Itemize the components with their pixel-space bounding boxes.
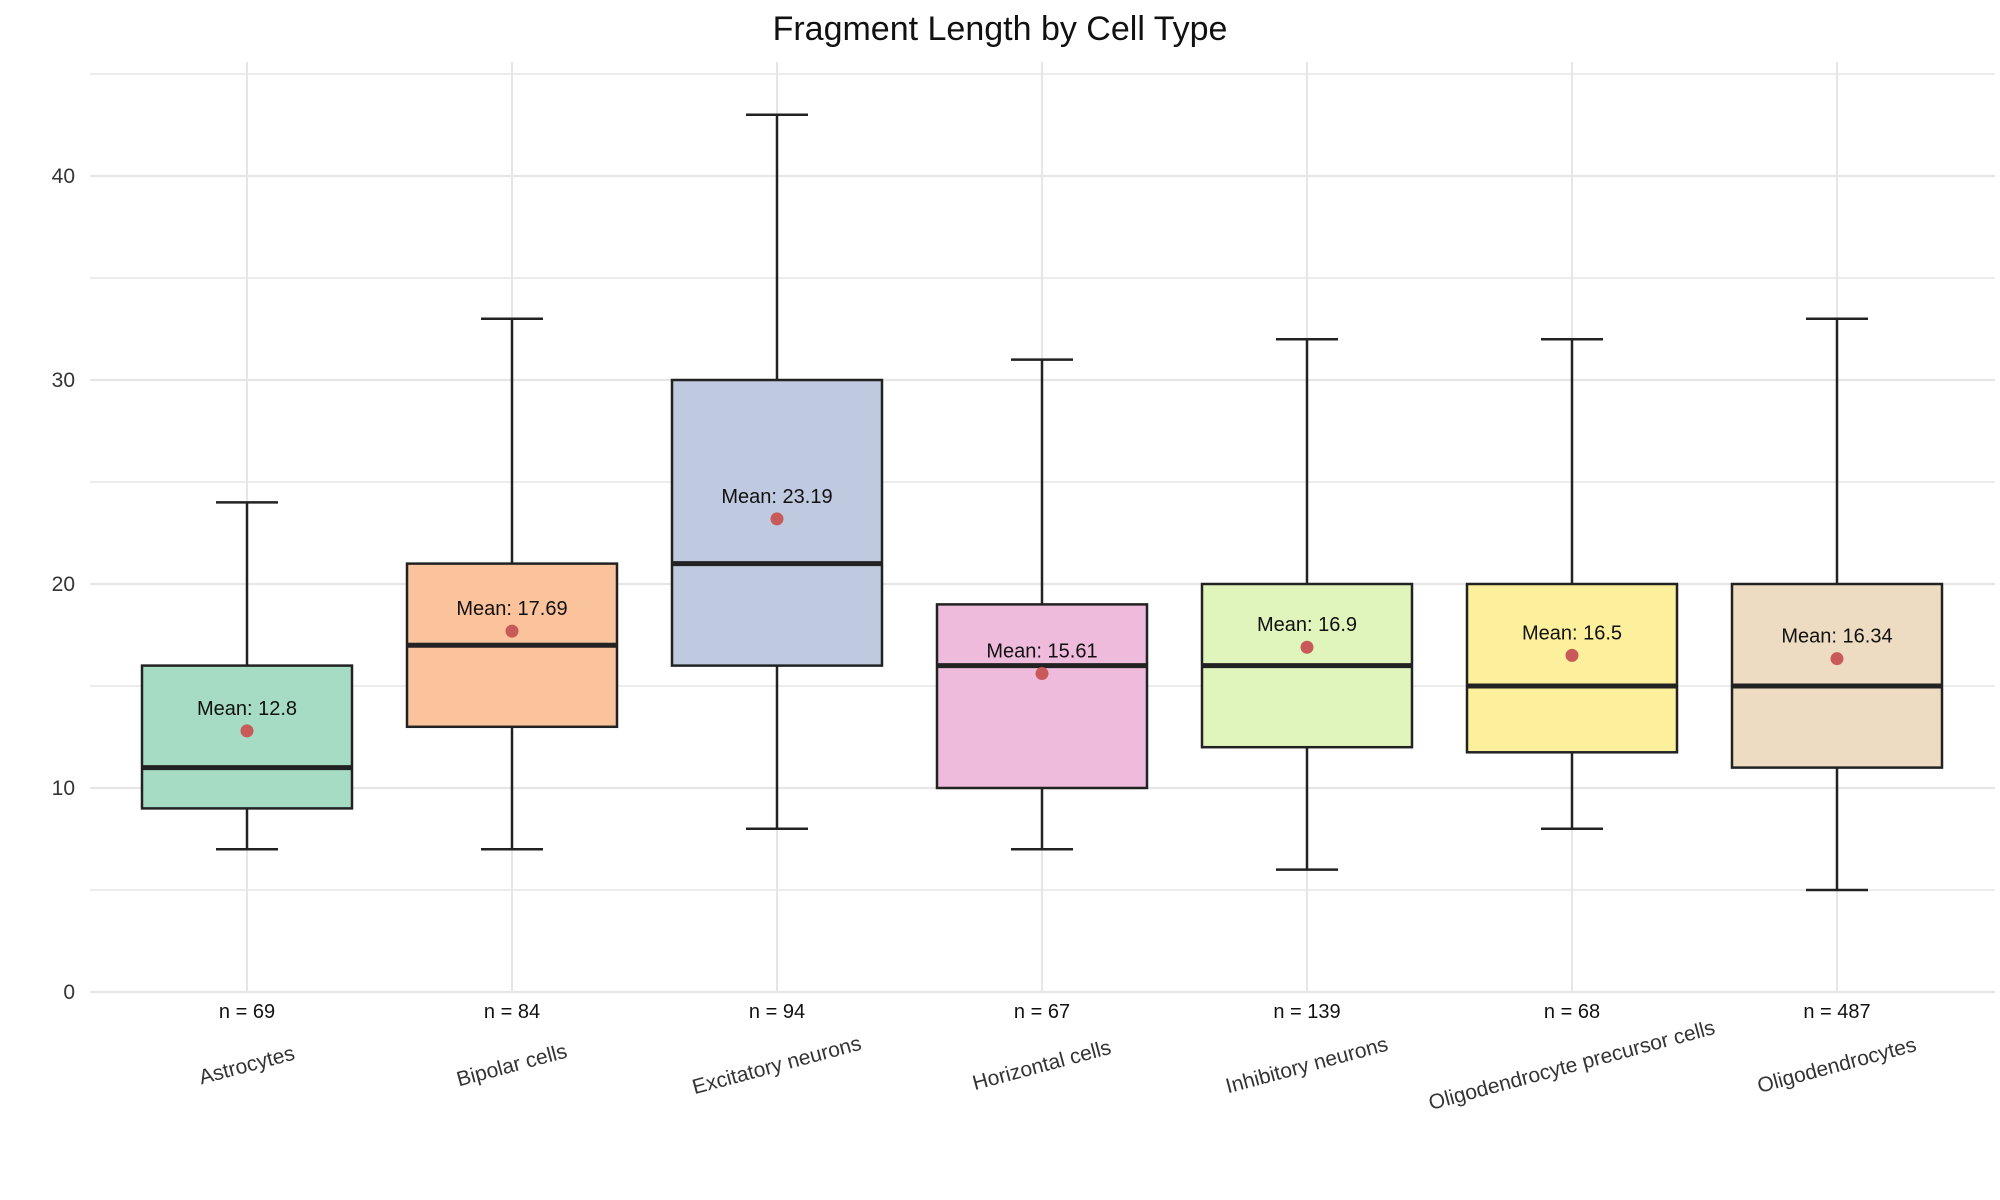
mean-point bbox=[1035, 667, 1049, 681]
n-label: n = 67 bbox=[1014, 1001, 1070, 1023]
mean-point bbox=[1300, 640, 1314, 654]
mean-label: Mean: 15.61 bbox=[986, 641, 1097, 663]
mean-point bbox=[505, 624, 519, 638]
x-tick-label: Oligodendrocyte precursor cells bbox=[1426, 1016, 1717, 1115]
x-tick-label: Bipolar cells bbox=[454, 1040, 569, 1092]
mean-point bbox=[240, 724, 254, 738]
n-label: n = 487 bbox=[1803, 1001, 1870, 1023]
y-tick-label: 20 bbox=[52, 573, 75, 596]
mean-label: Mean: 23.19 bbox=[721, 486, 832, 508]
n-label: n = 69 bbox=[219, 1001, 275, 1023]
iqr-box bbox=[935, 603, 1149, 790]
box-group-oligodendrocytes: Mean: 16.34 bbox=[1730, 317, 1944, 892]
box-group-excitatory-neurons: Mean: 23.19 bbox=[670, 113, 884, 831]
box-group-bipolar-cells: Mean: 17.69 bbox=[405, 317, 619, 851]
n-label: n = 139 bbox=[1273, 1001, 1340, 1023]
mean-label: Mean: 16.5 bbox=[1522, 622, 1622, 644]
y-tick-label: 0 bbox=[63, 981, 75, 1004]
boxes: Mean: 12.8 Mean: 17.69 Mean: 23.19 Mean: 15… bbox=[140, 113, 1944, 892]
mean-point bbox=[1830, 652, 1844, 666]
mean-label: Mean: 16.9 bbox=[1257, 614, 1357, 636]
mean-point bbox=[770, 512, 784, 526]
n-label: n = 94 bbox=[749, 1001, 805, 1023]
y-axis-ticks: 0 10 20 30 40 bbox=[52, 165, 75, 1004]
y-tick-label: 10 bbox=[52, 777, 75, 800]
iqr-box bbox=[1730, 582, 1944, 769]
x-axis-labels: n = 69 Astrocytes n = 84 Bipolar cells n = 9… bbox=[197, 1001, 1919, 1115]
y-tick-label: 30 bbox=[52, 369, 75, 392]
x-tick-label: Inhibitory neurons bbox=[1223, 1033, 1390, 1098]
iqr-box bbox=[1465, 582, 1679, 754]
box-group-oligodendrocyte-precursor-cells: Mean: 16.5 bbox=[1465, 337, 1679, 831]
mean-label: Mean: 16.34 bbox=[1781, 626, 1892, 648]
box-group-inhibitory-neurons: Mean: 16.9 bbox=[1200, 337, 1414, 871]
n-label: n = 84 bbox=[484, 1001, 540, 1023]
x-tick-label: Excitatory neurons bbox=[690, 1032, 864, 1099]
mean-point bbox=[1565, 648, 1579, 662]
x-tick-label: Horizontal cells bbox=[970, 1036, 1113, 1095]
box-group-astrocytes: Mean: 12.8 bbox=[140, 501, 354, 851]
mean-label: Mean: 17.69 bbox=[456, 598, 567, 620]
y-tick-label: 40 bbox=[52, 165, 75, 188]
n-label: n = 68 bbox=[1544, 1001, 1600, 1023]
x-tick-label: Oligodendrocytes bbox=[1755, 1033, 1919, 1098]
box-group-horizontal-cells: Mean: 15.61 bbox=[935, 358, 1149, 851]
chart-title: Fragment Length by Cell Type bbox=[773, 10, 1228, 48]
mean-label: Mean: 12.8 bbox=[197, 698, 297, 720]
x-tick-label: Astrocytes bbox=[197, 1042, 298, 1090]
